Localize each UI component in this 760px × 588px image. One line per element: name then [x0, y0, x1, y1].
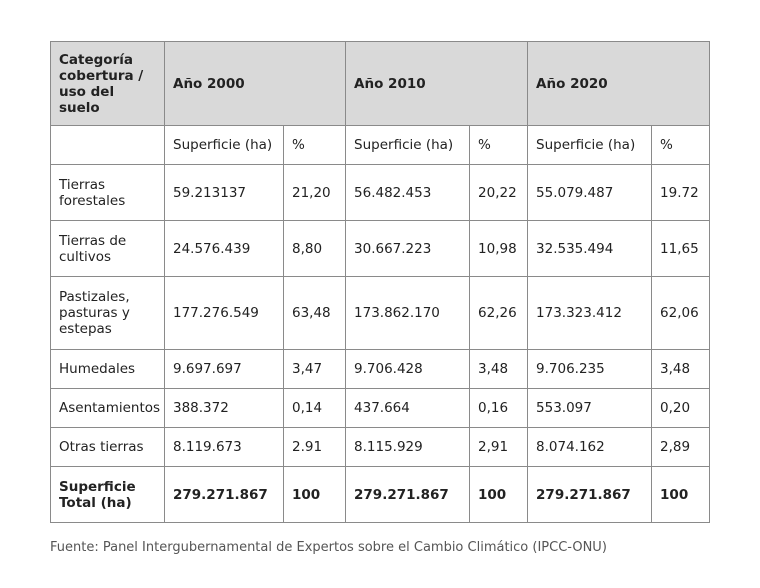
subheader-cell: Superficie (ha): [164, 125, 284, 165]
table-row: Superficie Total (ha) 279.271.867 100 279.2…: [50, 466, 711, 523]
table-row: Categoría cobertura / uso del suelo Año 2…: [50, 41, 711, 126]
value-cell: 553.097: [527, 388, 653, 428]
category-cell: Otras tierras: [50, 427, 165, 467]
value-cell: 8.074.162: [527, 427, 653, 467]
value-cell: 388.372: [164, 388, 284, 428]
value-cell: 9.697.697: [164, 349, 284, 389]
value-cell: 8.115.929: [345, 427, 471, 467]
value-cell: 63,48: [282, 276, 347, 350]
total-cell: 279.271.867: [164, 466, 284, 523]
category-cell: Humedales: [50, 349, 165, 389]
land-use-table: Categoría cobertura / uso del suelo Año 2…: [50, 41, 711, 523]
value-cell: 9.706.235: [527, 349, 653, 389]
table-row: Otras tierras 8.119.673 2.91 8.115.929 2,91 8…: [50, 427, 711, 467]
value-cell: 2.91: [282, 427, 347, 467]
table-row: Humedales 9.697.697 3,47 9.706.428 3,48 9.706…: [50, 349, 711, 389]
value-cell: 8,80: [282, 220, 347, 277]
value-cell: 3,47: [282, 349, 347, 389]
category-cell: Asentamientos: [50, 388, 165, 428]
value-cell: 173.862.170: [345, 276, 471, 350]
subheader-cell: Superficie (ha): [527, 125, 653, 165]
table-row: Superficie (ha)% Superficie (ha)% Superfic…: [50, 125, 711, 165]
total-cell: 100: [651, 466, 711, 523]
value-cell: 10,98: [469, 220, 529, 277]
header-cell: Categoría cobertura / uso del suelo: [50, 41, 165, 126]
value-cell: 0,16: [469, 388, 529, 428]
subheader-cell: %: [282, 125, 347, 165]
value-cell: 55.079.487: [527, 164, 653, 221]
value-cell: 56.482.453: [345, 164, 471, 221]
total-label: Superficie Total (ha): [50, 466, 165, 523]
total-cell: 279.271.867: [527, 466, 653, 523]
value-cell: 32.535.494: [527, 220, 653, 277]
value-cell: 24.576.439: [164, 220, 284, 277]
value-cell: 3,48: [469, 349, 529, 389]
value-cell: 0,20: [651, 388, 711, 428]
value-cell: 21,20: [282, 164, 347, 221]
value-cell: 19.72: [651, 164, 711, 221]
value-cell: 62,26: [469, 276, 529, 350]
empty-cell: [50, 125, 165, 165]
value-cell: 3,48: [651, 349, 711, 389]
value-cell: 59.213137: [164, 164, 284, 221]
header-cell: Año 2010: [345, 41, 529, 126]
total-cell: 100: [469, 466, 529, 523]
value-cell: 2,91: [469, 427, 529, 467]
table-row: Tierras de cultivos 24.576.439 8,80 30.667.…: [50, 220, 711, 277]
value-cell: 30.667.223: [345, 220, 471, 277]
header-cell: Año 2020: [527, 41, 711, 126]
subheader-cell: %: [651, 125, 711, 165]
table-row: Asentamientos 388.372 0,14 437.664 0,16 553.0…: [50, 388, 711, 428]
value-cell: 9.706.428: [345, 349, 471, 389]
table-body: Categoría cobertura / uso del suelo Año 2…: [50, 41, 711, 523]
value-cell: 173.323.412: [527, 276, 653, 350]
value-cell: 177.276.549: [164, 276, 284, 350]
total-cell: 279.271.867: [345, 466, 471, 523]
header-cell: Año 2000: [163, 41, 347, 126]
value-cell: 2,89: [651, 427, 711, 467]
total-cell: 100: [282, 466, 347, 523]
value-cell: 0,14: [282, 388, 347, 428]
table-row: Pastizales, pasturas y estepas 177.276.54…: [50, 276, 711, 350]
table-row: Tierras forestales 59.213137 21,20 56.482.4…: [50, 164, 711, 221]
category-cell: Tierras forestales: [50, 164, 165, 221]
category-cell: Pastizales, pasturas y estepas: [50, 276, 165, 350]
source-note: Fuente: Panel Intergubernamental de Expe…: [50, 540, 607, 555]
category-cell: Tierras de cultivos: [50, 220, 165, 277]
subheader-cell: Superficie (ha): [345, 125, 471, 165]
value-cell: 8.119.673: [164, 427, 284, 467]
value-cell: 437.664: [345, 388, 471, 428]
value-cell: 20,22: [469, 164, 529, 221]
subheader-cell: %: [469, 125, 529, 165]
value-cell: 11,65: [651, 220, 711, 277]
value-cell: 62,06: [651, 276, 711, 350]
